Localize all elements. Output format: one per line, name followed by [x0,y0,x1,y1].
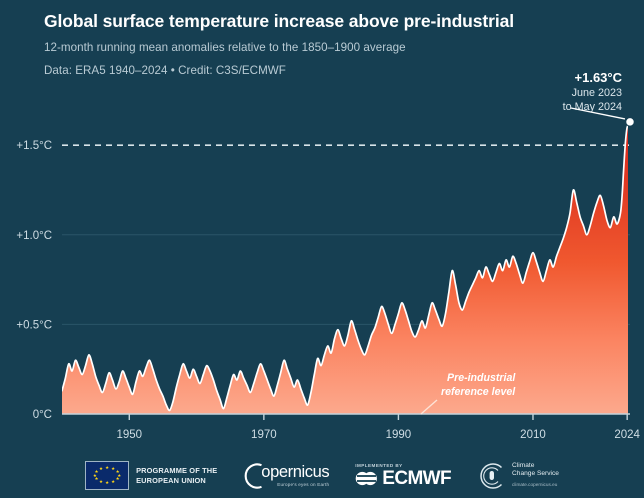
copernicus-wordmark: opernicus [261,463,330,481]
chart-subtitle: 12-month running mean anomalies relative… [44,41,406,54]
chart-svg: 0°C +0.5°C +1.0°C +1.5°C 1950 1970 199 [16,107,641,441]
x-axis-ticks [128,414,628,420]
y-tick-label: 0°C [33,409,52,421]
eu-star-icon: ★ [94,468,99,474]
callout-period-start: June 2023 [571,87,622,99]
eu-star-icon: ★ [111,479,116,485]
eu-star-icon: ★ [99,479,103,485]
y-axis-labels: 0°C +0.5°C +1.0°C +1.5°C [16,140,52,421]
latest-value-callout: +1.63°C June 2023 to May 2024 [472,70,622,114]
copernicus-logo: opernicus Europe's eyes on Earth [243,461,330,491]
temperature-anomaly-chart: 0°C +0.5°C +1.0°C +1.5°C 1950 1970 199 [16,107,641,441]
callout-pointer [570,107,635,127]
footer-logo-bar: ★ ★ ★ ★ ★ ★ ★ ★ ★ ★ ★ ★ PROGRAMME OF THE EUROPEAN U… [0,453,644,498]
eu-star-icon: ★ [105,464,110,470]
page-title: Global surface temperature increase abov… [44,11,514,31]
y-tick-label: +0.5°C [16,319,52,331]
anomaly-line [62,123,628,412]
eu-star-icon: ★ [105,480,110,486]
eu-star-icon: ★ [99,465,103,471]
x-tick-label: 2010 [520,429,546,441]
eu-flag-icon: ★ ★ ★ ★ ★ ★ ★ ★ ★ ★ ★ ★ [85,461,130,490]
reference-note-line2: reference level [441,386,516,398]
implemented-by-label: IMPLEMENTED BY [355,463,403,468]
x-tick-label: 1990 [386,429,412,441]
eu-star-icon: ★ [115,468,120,474]
chart-header: Global surface temperature increase abov… [44,10,634,79]
eu-star-icon: ★ [92,472,97,478]
ecmwf-mark-icon [355,471,378,486]
copernicus-tagline: Europe's eyes on Earth [277,482,330,487]
c3s-line1: Climate [512,461,535,469]
pre-industrial-annotation: Pre-industrial reference level [420,372,516,415]
eu-logo-line2: EUROPEAN UNION [136,475,206,485]
reference-note-line1: Pre-industrial [447,372,516,384]
c3s-logo: Climate Change Service climate.copernicu… [477,462,559,490]
ecmwf-logo: IMPLEMENTED BY ECMWF [355,463,451,488]
eu-star-icon: ★ [94,476,99,482]
eu-star-icon: ★ [115,476,120,482]
reference-leader-line [420,399,438,415]
c3s-line2: Change Service [512,470,559,477]
y-tick-label: +1.5°C [16,140,52,152]
x-tick-label: 2024 [614,429,640,441]
callout-value: +1.63°C [574,70,622,85]
c3s-url: climate.copernicus.eu [512,482,558,487]
eu-logo: ★ ★ ★ ★ ★ ★ ★ ★ ★ ★ ★ ★ PROGRAMME OF THE EUROPEAN U… [85,461,217,490]
copernicus-c-icon [244,462,263,489]
x-tick-label: 1970 [251,429,277,441]
y-tick-label: +1.0°C [16,230,52,242]
eu-star-icon: ★ [111,465,116,471]
ecmwf-wordmark: ECMWF [382,468,452,489]
c3s-globe-icon [480,462,503,489]
latest-value-marker [625,117,635,127]
chart-credit: Data: ERA5 1940–2024 • Credit: C3S/ECMWF [44,64,286,77]
anomaly-area [62,124,628,414]
eu-logo-text: PROGRAMME OF THE EUROPEAN UNION [136,466,217,485]
eu-star-icon: ★ [117,472,122,478]
x-axis-labels: 1950 1970 1990 2010 2024 [116,429,640,441]
c3s-logo-text: Climate Change Service climate.copernicu… [512,462,559,490]
eu-logo-line1: PROGRAMME OF THE [136,466,218,475]
callout-leader-line [570,107,626,120]
x-tick-label: 1950 [116,429,142,441]
